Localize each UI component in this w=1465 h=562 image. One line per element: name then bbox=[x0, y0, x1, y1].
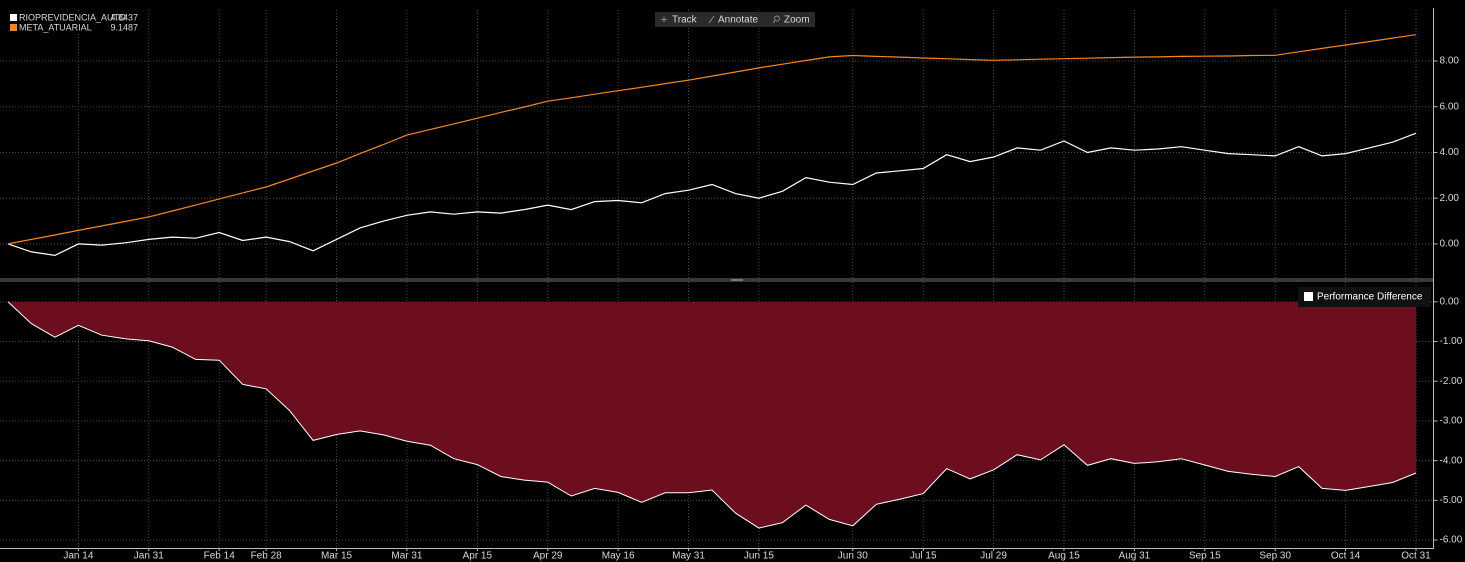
legend-label: META_ATUARIAL bbox=[19, 22, 92, 32]
zoom-icon bbox=[772, 20, 776, 24]
x-tick-label: Aug 15 bbox=[1048, 551, 1080, 562]
y-tick-label: -5.00 bbox=[1440, 495, 1463, 506]
y-tick-label: -6.00 bbox=[1440, 535, 1463, 546]
y-tick-label: 8.00 bbox=[1440, 56, 1460, 67]
x-tick-label: Oct 14 bbox=[1331, 551, 1361, 562]
marks-layer bbox=[7, 34, 1417, 529]
y-tick-label: -3.00 bbox=[1440, 416, 1463, 427]
series-line bbox=[7, 132, 1417, 257]
x-tick-label: Feb 28 bbox=[251, 551, 283, 562]
area-fill bbox=[8, 301, 1416, 529]
y-tick-label: 0.00 bbox=[1440, 296, 1460, 307]
toolbar-label[interactable]: Zoom bbox=[784, 15, 810, 26]
toolbar-bg bbox=[655, 12, 815, 27]
track-button[interactable]: Track bbox=[661, 15, 698, 26]
series-line bbox=[7, 34, 1417, 245]
area-line bbox=[7, 301, 1417, 529]
legend: RIOPREVIDENCIA_AUTO 4.8437 META_ATUARIAL… bbox=[8, 11, 140, 34]
legend-label: Performance Difference bbox=[1317, 292, 1423, 303]
toolbar-label[interactable]: Track bbox=[672, 15, 698, 26]
y-tick-label: -1.00 bbox=[1440, 336, 1463, 347]
x-tick-label: Jun 15 bbox=[744, 551, 774, 562]
legend-bg bbox=[8, 11, 140, 34]
legend-value: 9.1487 bbox=[110, 22, 138, 32]
x-tick-label: Jul 29 bbox=[980, 551, 1007, 562]
legend-value: 4.8437 bbox=[110, 12, 138, 22]
x-tick-label: Jun 30 bbox=[838, 551, 868, 562]
legend-swatch bbox=[10, 24, 17, 31]
legend-swatch bbox=[1304, 292, 1313, 301]
y-tick-label: 2.00 bbox=[1440, 193, 1460, 204]
x-tick-label: Apr 29 bbox=[533, 551, 563, 562]
x-tick-label: Sep 30 bbox=[1259, 551, 1291, 562]
toolbar: Track Annotate Zoom bbox=[655, 12, 815, 27]
x-tick-label: Jul 15 bbox=[910, 551, 937, 562]
annotate-button[interactable]: Annotate bbox=[708, 15, 758, 26]
legend-swatch bbox=[10, 14, 17, 21]
x-tick-label: Aug 31 bbox=[1119, 551, 1151, 562]
y-tick-label: 0.00 bbox=[1440, 239, 1460, 250]
y-tick-label: -4.00 bbox=[1440, 455, 1463, 466]
y-tick-label: 4.00 bbox=[1440, 147, 1460, 158]
toolbar-label[interactable]: Annotate bbox=[718, 15, 758, 26]
separator-handle bbox=[731, 279, 743, 281]
panel-separator bbox=[0, 278, 1434, 282]
x-tick-label: May 31 bbox=[672, 551, 705, 562]
x-tick-label: Feb 14 bbox=[204, 551, 236, 562]
x-tick-label: Oct 31 bbox=[1401, 551, 1431, 562]
y-tick-label: 6.00 bbox=[1440, 101, 1460, 112]
x-tick-label: Mar 15 bbox=[321, 551, 353, 562]
x-tick-label: Sep 15 bbox=[1189, 551, 1221, 562]
x-tick-label: Jan 14 bbox=[63, 551, 93, 562]
zoom-icon bbox=[774, 15, 780, 22]
x-tick-label: Apr 15 bbox=[463, 551, 493, 562]
x-tick-label: Jan 31 bbox=[134, 551, 164, 562]
legend-bg bbox=[1298, 287, 1431, 307]
x-tick-label: May 16 bbox=[602, 551, 635, 562]
x-tick-label: Mar 31 bbox=[391, 551, 423, 562]
zoom-button[interactable]: Zoom bbox=[772, 15, 810, 26]
y-tick-label: -2.00 bbox=[1440, 376, 1463, 387]
legend: Performance Difference bbox=[1298, 287, 1431, 307]
annotate-icon bbox=[708, 15, 715, 24]
legend-label: RIOPREVIDENCIA_AUTO bbox=[19, 12, 126, 22]
